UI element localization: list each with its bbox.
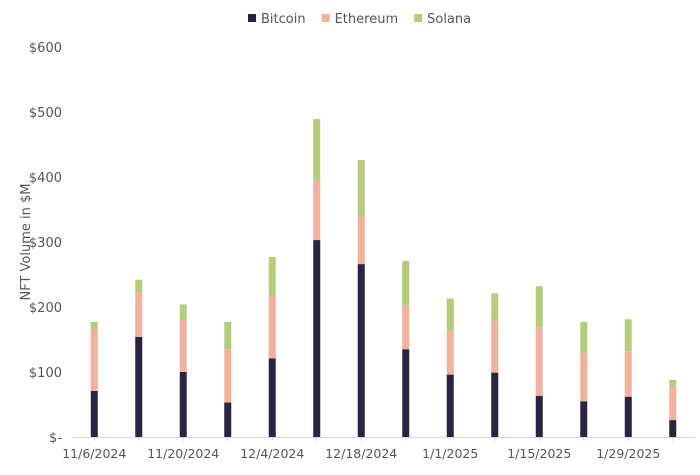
bar-bitcoin bbox=[224, 402, 232, 437]
y-axis: $- $100 $200 $300 $400 $500 $600 bbox=[29, 41, 62, 446]
bar-bitcoin bbox=[90, 390, 98, 437]
legend-swatch-ethereum bbox=[321, 14, 330, 22]
bar-ethereum bbox=[313, 179, 321, 241]
x-tick-label: 1/1/2025 bbox=[422, 446, 478, 461]
bar-ethereum bbox=[446, 331, 454, 375]
x-tick-label: 1/29/2025 bbox=[596, 446, 660, 461]
bar-bitcoin bbox=[669, 420, 677, 437]
legend-label-bitcoin: Bitcoin bbox=[261, 12, 306, 27]
bar-bitcoin bbox=[491, 372, 499, 437]
legend-label-solana: Solana bbox=[427, 12, 471, 27]
x-tick-label: 11/6/2024 bbox=[62, 446, 126, 461]
bar-solana bbox=[135, 279, 143, 293]
bar-bitcoin bbox=[268, 358, 276, 437]
bar-ethereum bbox=[580, 353, 588, 402]
bar-bitcoin bbox=[402, 349, 410, 437]
legend-swatch-solana bbox=[414, 14, 423, 22]
y-axis-title: NFT Volume in $M bbox=[19, 184, 34, 301]
bar-solana bbox=[402, 260, 410, 306]
bar-ethereum bbox=[179, 320, 187, 372]
bar-ethereum bbox=[224, 349, 232, 403]
legend-label-ethereum: Ethereum bbox=[335, 12, 399, 27]
bar-ethereum bbox=[90, 329, 98, 391]
bar-solana bbox=[535, 286, 543, 328]
bar-solana bbox=[624, 319, 632, 352]
bar-solana bbox=[224, 321, 232, 350]
y-tick-label: $200 bbox=[29, 301, 62, 316]
bar-bitcoin bbox=[135, 336, 143, 437]
x-tick-label: 12/18/2024 bbox=[325, 446, 397, 461]
bar-ethereum bbox=[357, 216, 365, 265]
bar-bitcoin bbox=[446, 374, 454, 437]
bar-ethereum bbox=[268, 295, 276, 359]
bar-solana bbox=[669, 379, 677, 387]
x-tick-label: 12/4/2024 bbox=[240, 446, 304, 461]
y-tick-label: $100 bbox=[29, 366, 62, 381]
y-tick-label: $500 bbox=[29, 106, 62, 121]
legend: Bitcoin Ethereum Solana bbox=[248, 12, 471, 27]
bar-ethereum bbox=[535, 327, 543, 397]
bar-bitcoin bbox=[179, 372, 187, 437]
y-tick-label: $300 bbox=[29, 236, 62, 251]
y-tick-label: $600 bbox=[29, 41, 62, 56]
bar-solana bbox=[446, 298, 454, 332]
bar-solana bbox=[491, 293, 499, 322]
bar-bitcoin bbox=[535, 396, 543, 437]
bar-ethereum bbox=[402, 305, 410, 350]
bar-solana bbox=[313, 119, 321, 180]
bar-bitcoin bbox=[357, 264, 365, 437]
bar-bitcoin bbox=[624, 396, 632, 437]
bar-solana bbox=[580, 321, 588, 354]
bar-solana bbox=[268, 256, 276, 296]
legend-swatch-bitcoin bbox=[248, 14, 256, 22]
bar-ethereum bbox=[669, 386, 677, 421]
bar-ethereum bbox=[491, 321, 499, 373]
x-tick-label: 1/15/2025 bbox=[507, 446, 571, 461]
x-axis: 11/6/2024 11/20/2024 12/4/2024 12/18/2024 1/… bbox=[62, 437, 674, 461]
x-tick-label: 11/20/2024 bbox=[147, 446, 219, 461]
bar-ethereum bbox=[624, 351, 632, 397]
y-tick-label: $400 bbox=[29, 171, 62, 186]
bar-solana bbox=[357, 160, 365, 217]
bar-ethereum bbox=[135, 292, 143, 337]
bar-bitcoin bbox=[313, 240, 321, 437]
bar-solana bbox=[179, 304, 187, 320]
bar-bitcoin bbox=[580, 401, 588, 437]
bar-solana bbox=[90, 321, 98, 330]
y-tick-label: $- bbox=[49, 431, 62, 446]
bars bbox=[90, 119, 677, 437]
